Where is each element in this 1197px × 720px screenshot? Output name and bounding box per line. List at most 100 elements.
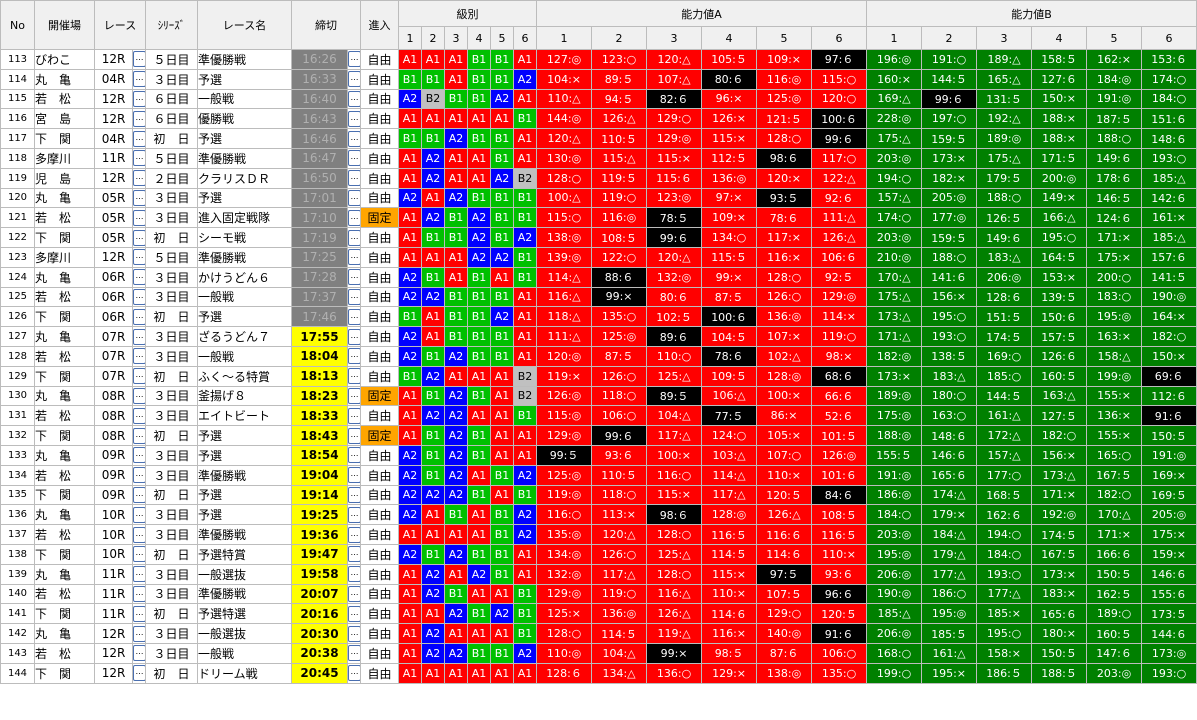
header-series[interactable]: ｼﾘｰｽﾞ: [145, 0, 199, 50]
table-row[interactable]: 123 多摩川 12R… ５日目 準優勝戦 17:25… 自由 A1 A1 A1 A2 A2 B1 139…: [0, 246, 1197, 268]
race-detail-button[interactable]: …: [133, 427, 145, 444]
deadline-detail-button[interactable]: …: [348, 387, 360, 404]
table-row[interactable]: 129 下 関 07R… 初 日ふく～る特賞 18:13… 自由 B1 A2 A1 A1 A1 B2 1…: [0, 365, 1197, 387]
table-row[interactable]: 139 丸 亀 11R… ３日目 一般選抜 19:58… 自由 A1 A2 A1 A2 B1 A1 132…: [0, 563, 1197, 585]
race-detail-button[interactable]: …: [133, 605, 145, 622]
deadline-detail-button[interactable]: …: [348, 209, 360, 226]
table-row[interactable]: 138 下 関 10R… 初 日予選特賞 19:47… 自由 A2 B1 A2 B1 B1 A1 134…: [0, 543, 1197, 565]
race-detail-button[interactable]: …: [133, 546, 145, 563]
deadline-detail-button[interactable]: …: [348, 348, 360, 365]
race-detail-button[interactable]: …: [133, 51, 145, 68]
race-detail-button[interactable]: …: [133, 407, 145, 424]
race-detail-button[interactable]: …: [133, 467, 145, 484]
race-detail-button[interactable]: …: [133, 368, 145, 385]
race-detail-button[interactable]: …: [133, 189, 145, 206]
header-ability-b-lane-1[interactable]: 1: [866, 26, 923, 50]
deadline-detail-button[interactable]: …: [348, 90, 360, 107]
race-detail-button[interactable]: …: [133, 308, 145, 325]
deadline-detail-button[interactable]: …: [348, 407, 360, 424]
deadline-detail-button[interactable]: …: [348, 368, 360, 385]
header-ability-b-lane-5[interactable]: 5: [1086, 26, 1143, 50]
table-row[interactable]: 115 若 松 12R… ６日目 一般戦 16:40… 自由 A2 B2 B1 B1 A2 A1 110:…: [0, 88, 1197, 110]
race-detail-button[interactable]: …: [133, 625, 145, 642]
header-race-name[interactable]: レース名: [197, 0, 293, 50]
deadline-detail-button[interactable]: …: [348, 150, 360, 167]
race-detail-button[interactable]: …: [133, 387, 145, 404]
deadline-detail-button[interactable]: …: [348, 229, 360, 246]
deadline-detail-button[interactable]: …: [348, 486, 360, 503]
race-detail-button[interactable]: …: [133, 645, 145, 662]
deadline-detail-button[interactable]: …: [348, 526, 360, 543]
table-row[interactable]: 113 びわこ 12R… ５日目 準優勝戦 16:26… 自由 A1 A1 A1 B1 B1 A1 127…: [0, 49, 1197, 70]
table-row[interactable]: 137 若 松 10R… ３日目 準優勝戦 19:36… 自由 A1 A1 A1 A1 B1 A2 135…: [0, 524, 1197, 545]
deadline-detail-button[interactable]: …: [348, 506, 360, 523]
table-row[interactable]: 142 丸 亀 12R… ３日目 一般選抜 20:30… 自由 A1 A2 A1 A1 A1 B1 128…: [0, 623, 1197, 644]
header-grade-lane-2[interactable]: 2: [421, 26, 446, 50]
header-grade-lane-1[interactable]: 1: [398, 26, 423, 50]
race-detail-button[interactable]: …: [133, 328, 145, 345]
race-detail-button[interactable]: …: [133, 110, 145, 127]
table-row[interactable]: 132 下 関 08R… 初 日予選 18:43… 固定 A1 B1 A2 B1 A1 A1 129:◎…: [0, 425, 1197, 446]
header-ability-a-lane-4[interactable]: 4: [701, 26, 758, 50]
table-row[interactable]: 133 丸 亀 09R… ３日目 予選 18:54… 自由 A2 B1 A2 B1 A1 A1 99:５ 9…: [0, 444, 1197, 466]
deadline-detail-button[interactable]: …: [348, 427, 360, 444]
table-row[interactable]: 135 下 関 09R… 初 日予選 19:14… 自由 A2 A2 A2 B1 A1 B1 119:◎…: [0, 484, 1197, 506]
race-detail-button[interactable]: …: [133, 209, 145, 226]
deadline-detail-button[interactable]: …: [348, 546, 360, 563]
deadline-detail-button[interactable]: …: [348, 249, 360, 266]
table-row[interactable]: 128 若 松 07R… ３日目 一般戦 18:04… 自由 A2 B1 A2 B1 B1 A1 120:…: [0, 345, 1197, 367]
table-row[interactable]: 134 若 松 09R… ３日目 準優勝戦 19:04… 自由 A2 B1 A2 A1 B1 A2 125…: [0, 464, 1197, 486]
header-grade-lane-5[interactable]: 5: [490, 26, 515, 50]
header-ability-a[interactable]: 能力値A: [536, 0, 868, 27]
deadline-detail-button[interactable]: …: [348, 51, 360, 68]
race-detail-button[interactable]: …: [133, 229, 145, 246]
deadline-detail-button[interactable]: …: [348, 110, 360, 127]
header-ability-b-lane-3[interactable]: 3: [976, 26, 1033, 50]
header-ability-b-lane-4[interactable]: 4: [1031, 26, 1088, 50]
header-ability-b-lane-6[interactable]: 6: [1141, 26, 1197, 50]
table-row[interactable]: 116 宮 島 12R… ６日目 優勝戦 16:43… 自由 A1 A1 A1 A1 A1 B1 144:…: [0, 108, 1197, 130]
table-row[interactable]: 136 丸 亀 10R… ３日目 予選 19:25… 自由 A2 A1 B1 A1 B1 A2 116:○…: [0, 504, 1197, 526]
table-row[interactable]: 121 若 松 05R… ３日目 進入固定戦隊 17:10… 固定 A1 A2 B1 A2 B1 B1 1…: [0, 207, 1197, 229]
deadline-detail-button[interactable]: …: [348, 328, 360, 345]
header-grade-lane-3[interactable]: 3: [444, 26, 469, 50]
deadline-detail-button[interactable]: …: [348, 170, 360, 187]
race-detail-button[interactable]: …: [133, 130, 145, 147]
table-row[interactable]: 114 丸 亀 04R… ３日目 予選 16:33… 自由 B1 B1 A1 B1 B1 A2 104:×…: [0, 68, 1197, 90]
deadline-detail-button[interactable]: …: [348, 566, 360, 583]
header-ability-a-lane-2[interactable]: 2: [591, 26, 648, 50]
race-detail-button[interactable]: …: [133, 447, 145, 464]
header-grade[interactable]: 級別: [398, 0, 538, 27]
table-row[interactable]: 144 下 関 12R… 初 日ドリーム戦 20:45… 自由 A1 A1 A1 A1 A1 A1 12…: [0, 662, 1197, 684]
header-ability-a-lane-6[interactable]: 6: [811, 26, 868, 50]
header-entry[interactable]: 進入: [360, 0, 400, 50]
race-detail-button[interactable]: …: [133, 665, 145, 682]
header-no[interactable]: No: [0, 0, 35, 50]
race-detail-button[interactable]: …: [133, 585, 145, 602]
race-detail-button[interactable]: …: [133, 90, 145, 107]
deadline-detail-button[interactable]: …: [348, 71, 360, 88]
race-detail-button[interactable]: …: [133, 348, 145, 365]
race-detail-button[interactable]: …: [133, 506, 145, 523]
header-ability-a-lane-3[interactable]: 3: [646, 26, 703, 50]
deadline-detail-button[interactable]: …: [348, 447, 360, 464]
table-row[interactable]: 118 多摩川 11R… ５日目 準優勝戦 16:47… 自由 A1 A2 A1 A1 B1 A1 130…: [0, 147, 1197, 169]
race-detail-button[interactable]: …: [133, 526, 145, 543]
table-row[interactable]: 126 下 関 06R… 初 日予選 17:46… 自由 B1 A1 B1 B1 A2 A1 118:△…: [0, 306, 1197, 328]
table-row[interactable]: 127 丸 亀 07R… ３日目 ざるうどん７ 17:55… 自由 A2 A1 B1 B1 B1 A1 1…: [0, 326, 1197, 347]
header-ability-b[interactable]: 能力値B: [866, 0, 1197, 27]
deadline-detail-button[interactable]: …: [348, 665, 360, 682]
deadline-detail-button[interactable]: …: [348, 308, 360, 325]
table-row[interactable]: 124 丸 亀 06R… ３日目 かけうどん６ 17:28… 自由 A2 B1 A1 B1 A1 B1 1…: [0, 266, 1197, 288]
race-detail-button[interactable]: …: [133, 486, 145, 503]
header-ability-b-lane-2[interactable]: 2: [921, 26, 978, 50]
race-detail-button[interactable]: …: [133, 566, 145, 583]
deadline-detail-button[interactable]: …: [348, 269, 360, 286]
race-detail-button[interactable]: …: [133, 249, 145, 266]
table-row[interactable]: 130 丸 亀 08R… ３日目 釜揚げ８ 18:23… 固定 A1 B1 A2 B1 A1 B2 126…: [0, 385, 1197, 407]
header-deadline[interactable]: 締切: [291, 0, 362, 50]
header-grade-lane-6[interactable]: 6: [513, 26, 538, 50]
deadline-detail-button[interactable]: …: [348, 130, 360, 147]
header-ability-a-lane-5[interactable]: 5: [756, 26, 813, 50]
table-row[interactable]: 119 児 島 12R… ２日目 クラリスＤＲ 16:50… 自由 A1 A2 A1 A1 A2 B2 1…: [0, 167, 1197, 189]
